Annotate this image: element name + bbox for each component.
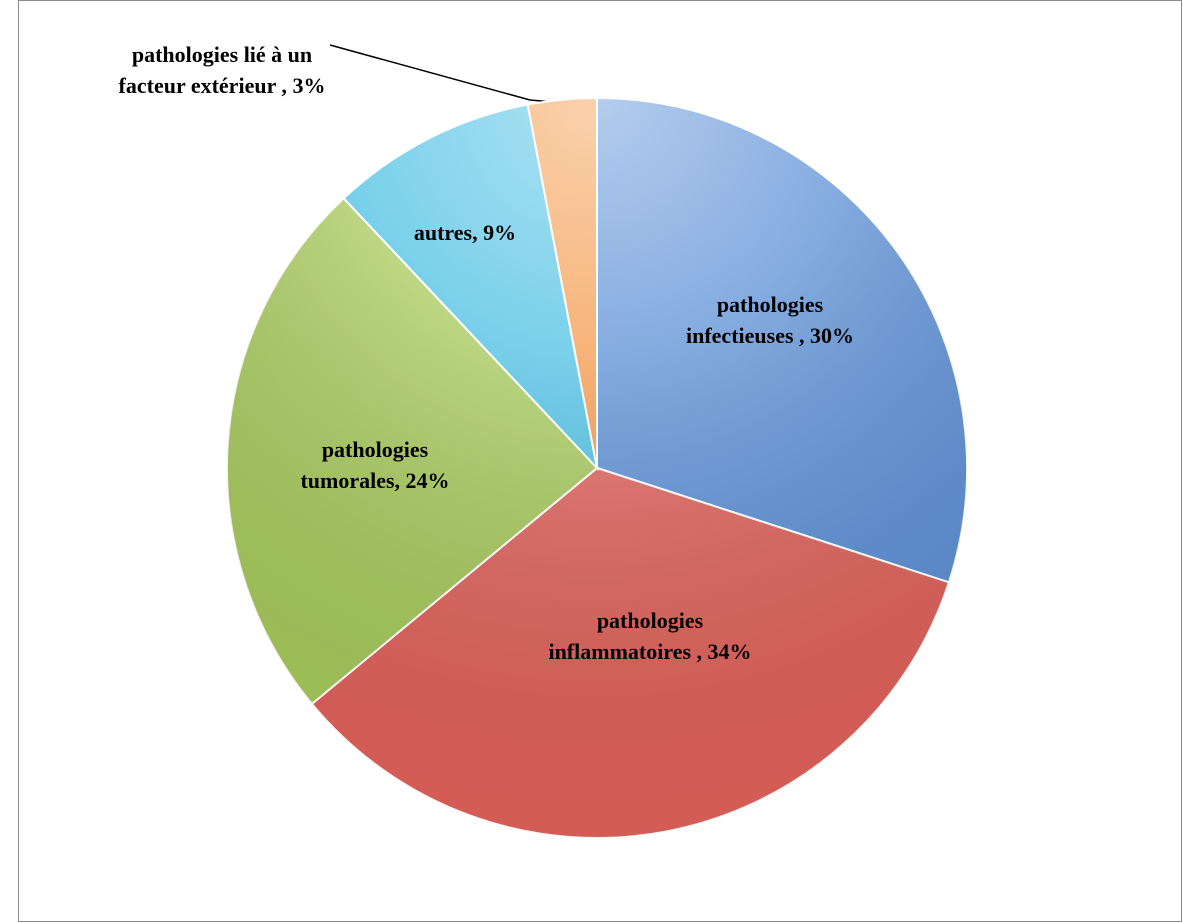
value-label: 24% [405, 468, 450, 493]
category-label: pathologies lié à un facteur extérieur , [118, 42, 313, 98]
value-label: 34% [707, 639, 752, 664]
slice-shade [597, 98, 967, 583]
slice-label: pathologies lié à un facteur extérieur ,… [102, 0, 342, 140]
slice-label: pathologies infectieuses , 30% [665, 250, 875, 390]
slice-label: autres, 9% [390, 162, 540, 302]
slice-label-box: pathologies inflammatoires , 34% [530, 566, 770, 706]
slice-label-box: pathologies infectieuses , 30% [665, 250, 875, 390]
slice-label: pathologies tumorales, 24% [275, 395, 475, 535]
slice-label-box: pathologies tumorales, 24% [275, 395, 475, 535]
value-label: 9% [483, 219, 517, 245]
category-label: pathologies infectieuses , [685, 292, 824, 348]
slice-label-box: autres, 9% [390, 162, 540, 302]
category-label: pathologies inflammatoires , [548, 608, 704, 664]
value-label: 30% [810, 323, 855, 348]
slice-shade [311, 468, 949, 838]
value-label: 3% [292, 73, 326, 98]
category-label: autres, [413, 219, 478, 245]
slice-label: pathologies inflammatoires , 34% [530, 566, 770, 706]
slice-shade [527, 98, 597, 468]
slice-label-box: pathologies lié à un facteur extérieur ,… [102, 0, 342, 140]
slice-shade [226, 198, 597, 704]
slice-shade [343, 104, 597, 469]
category-label: pathologies tumorales, [300, 437, 429, 493]
